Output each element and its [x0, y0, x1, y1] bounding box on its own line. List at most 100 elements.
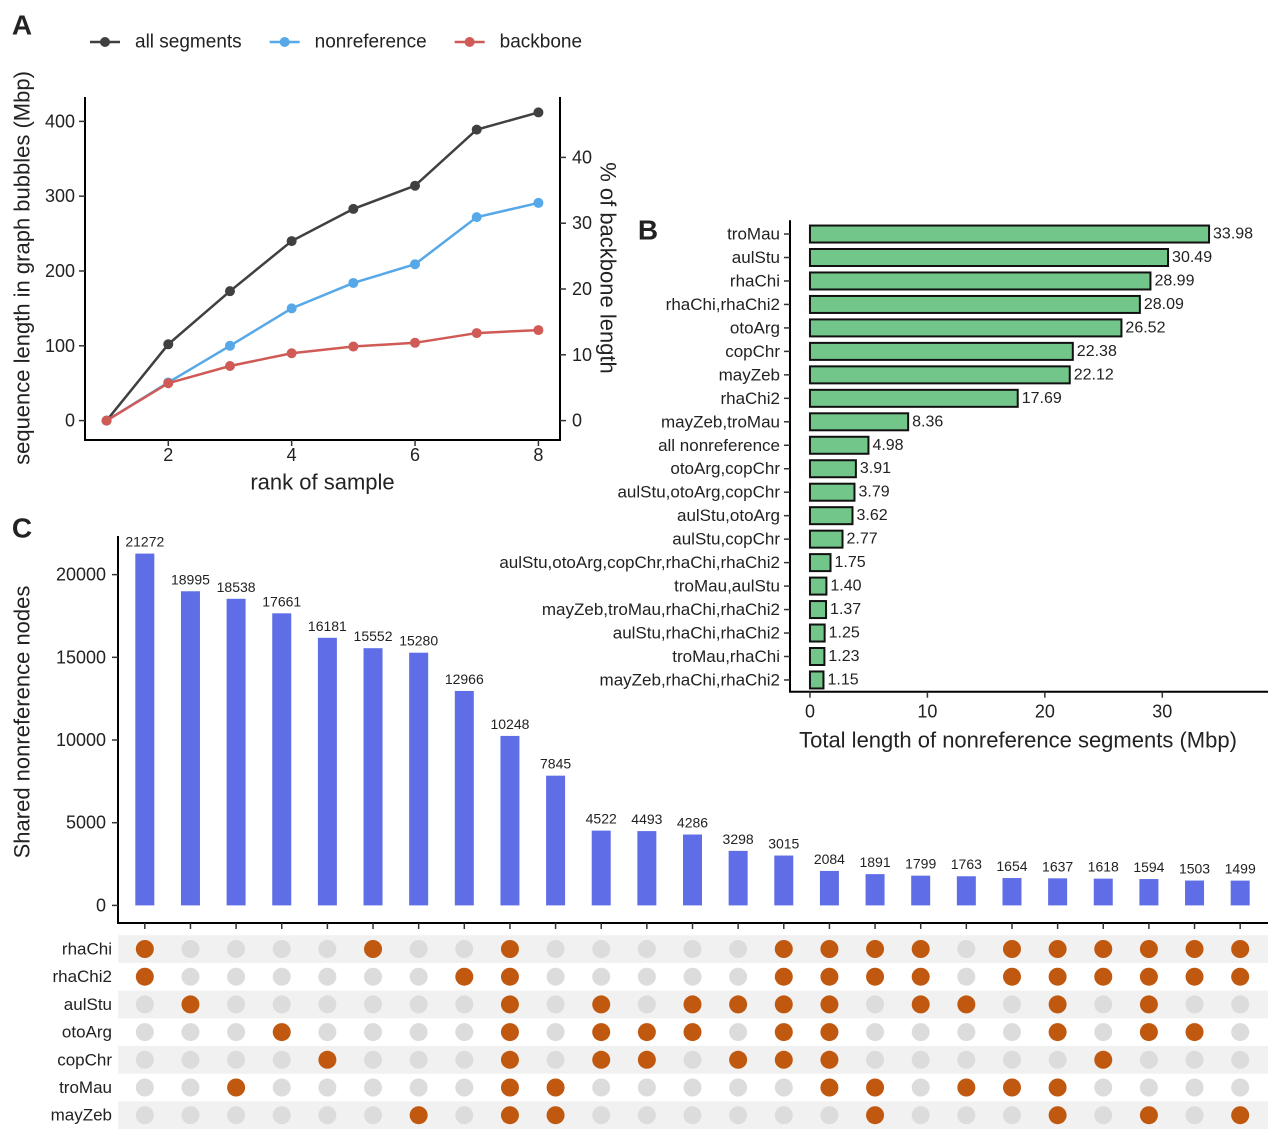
y-tick-label: aulStu,otoArg,copChr,rhaChi,rhaChi2	[499, 553, 780, 572]
membership-dot	[683, 940, 702, 958]
membership-dot	[637, 940, 656, 958]
membership-dot	[957, 1023, 976, 1042]
membership-dot	[1185, 1050, 1204, 1069]
membership-dot	[1231, 940, 1250, 958]
membership-dot	[455, 940, 474, 958]
y-tick-label: mayZeb	[719, 365, 780, 384]
membership-dot	[1048, 995, 1067, 1014]
membership-dot	[546, 995, 565, 1014]
membership-dot	[1185, 967, 1204, 986]
bar	[808, 294, 1141, 314]
membership-dot	[637, 1050, 656, 1069]
membership-dot	[1185, 995, 1204, 1014]
value-label: 17.69	[1022, 390, 1062, 407]
bar	[135, 553, 155, 906]
bar	[808, 365, 1071, 385]
bar	[1139, 879, 1159, 906]
membership-dot	[1048, 1106, 1067, 1125]
y2-tick-label: 30	[572, 213, 592, 233]
membership-dot	[272, 1078, 291, 1097]
legend-marker	[279, 37, 290, 47]
y-tick-label: rhaChi2	[720, 389, 780, 408]
membership-dot	[866, 940, 885, 958]
point	[163, 339, 174, 350]
point	[348, 277, 359, 288]
membership-dot	[957, 995, 976, 1014]
membership-dot	[683, 1023, 702, 1042]
membership-dot	[592, 1050, 611, 1069]
membership-dot	[409, 1050, 428, 1069]
membership-dot	[592, 967, 611, 986]
bar	[819, 870, 839, 906]
legend-marker	[464, 37, 475, 47]
membership-dot	[637, 995, 656, 1014]
membership-dot	[774, 940, 793, 958]
membership-dot	[911, 940, 930, 958]
bar	[409, 652, 429, 906]
y-tick-label: 100	[45, 336, 75, 356]
membership-dot	[500, 995, 519, 1014]
y-tick-label: mayZeb,rhaChi,rhaChi2	[600, 670, 780, 689]
membership-dot	[1139, 1078, 1158, 1097]
membership-dot	[135, 967, 154, 986]
value-label: 1.40	[830, 578, 861, 595]
value-label: 1.37	[830, 601, 861, 618]
point	[286, 303, 297, 314]
y2-tick-label: 0	[572, 411, 582, 431]
membership-dot	[1002, 1023, 1021, 1042]
membership-dot	[729, 967, 748, 986]
membership-dot	[135, 1050, 154, 1069]
bar	[808, 435, 870, 455]
value-label: 2084	[814, 851, 845, 867]
y-tick-label: 0	[96, 895, 106, 915]
membership-dot	[409, 967, 428, 986]
y2-tick-label: 20	[572, 279, 592, 299]
bar	[637, 831, 657, 906]
membership-dot	[409, 995, 428, 1014]
membership-dot	[820, 967, 839, 986]
membership-dot	[1139, 940, 1158, 958]
y-axis-label: sequence length in graph bubbles (Mbp)	[10, 71, 35, 465]
membership-dot	[546, 1050, 565, 1069]
bar	[808, 388, 1019, 408]
point	[163, 378, 174, 389]
membership-dot	[774, 967, 793, 986]
membership-dot	[500, 1106, 519, 1125]
membership-dot	[957, 967, 976, 986]
membership-dot	[500, 940, 519, 958]
membership-dot	[729, 1050, 748, 1069]
x-tick-label: 0	[805, 702, 815, 722]
value-label: 7845	[540, 756, 571, 772]
bar	[956, 876, 976, 906]
value-label: 26.52	[1125, 319, 1165, 336]
membership-dot	[911, 1050, 930, 1069]
value-label: 18995	[171, 571, 210, 587]
membership-dot	[592, 1023, 611, 1042]
y2-tick-label: 40	[572, 147, 592, 167]
membership-dot	[409, 1078, 428, 1097]
y-tick-label: rhaChi	[730, 271, 780, 290]
membership-dot	[1185, 1106, 1204, 1125]
y-axis-label: Shared nonreference nodes	[10, 586, 35, 859]
membership-dot	[957, 940, 976, 958]
bar	[911, 875, 931, 906]
x-axis-label: rank of sample	[250, 470, 394, 495]
membership-dot	[820, 1050, 839, 1069]
y-tick-label: aulStu,otoArg	[677, 506, 780, 525]
membership-dot	[1002, 967, 1021, 986]
membership-dot	[455, 995, 474, 1014]
membership-dot	[592, 1078, 611, 1097]
y-tick-label: 10000	[56, 730, 106, 750]
value-label: 33.98	[1213, 226, 1253, 243]
line	[105, 328, 539, 422]
membership-dot	[866, 1106, 885, 1125]
value-label: 1.15	[827, 671, 858, 688]
membership-dot	[181, 1106, 200, 1125]
membership-dot	[364, 1078, 383, 1097]
value-label: 30.49	[1172, 249, 1212, 266]
membership-dot	[1185, 1023, 1204, 1042]
membership-dot	[592, 995, 611, 1014]
bar	[808, 318, 1123, 338]
legend-marker	[100, 37, 110, 47]
